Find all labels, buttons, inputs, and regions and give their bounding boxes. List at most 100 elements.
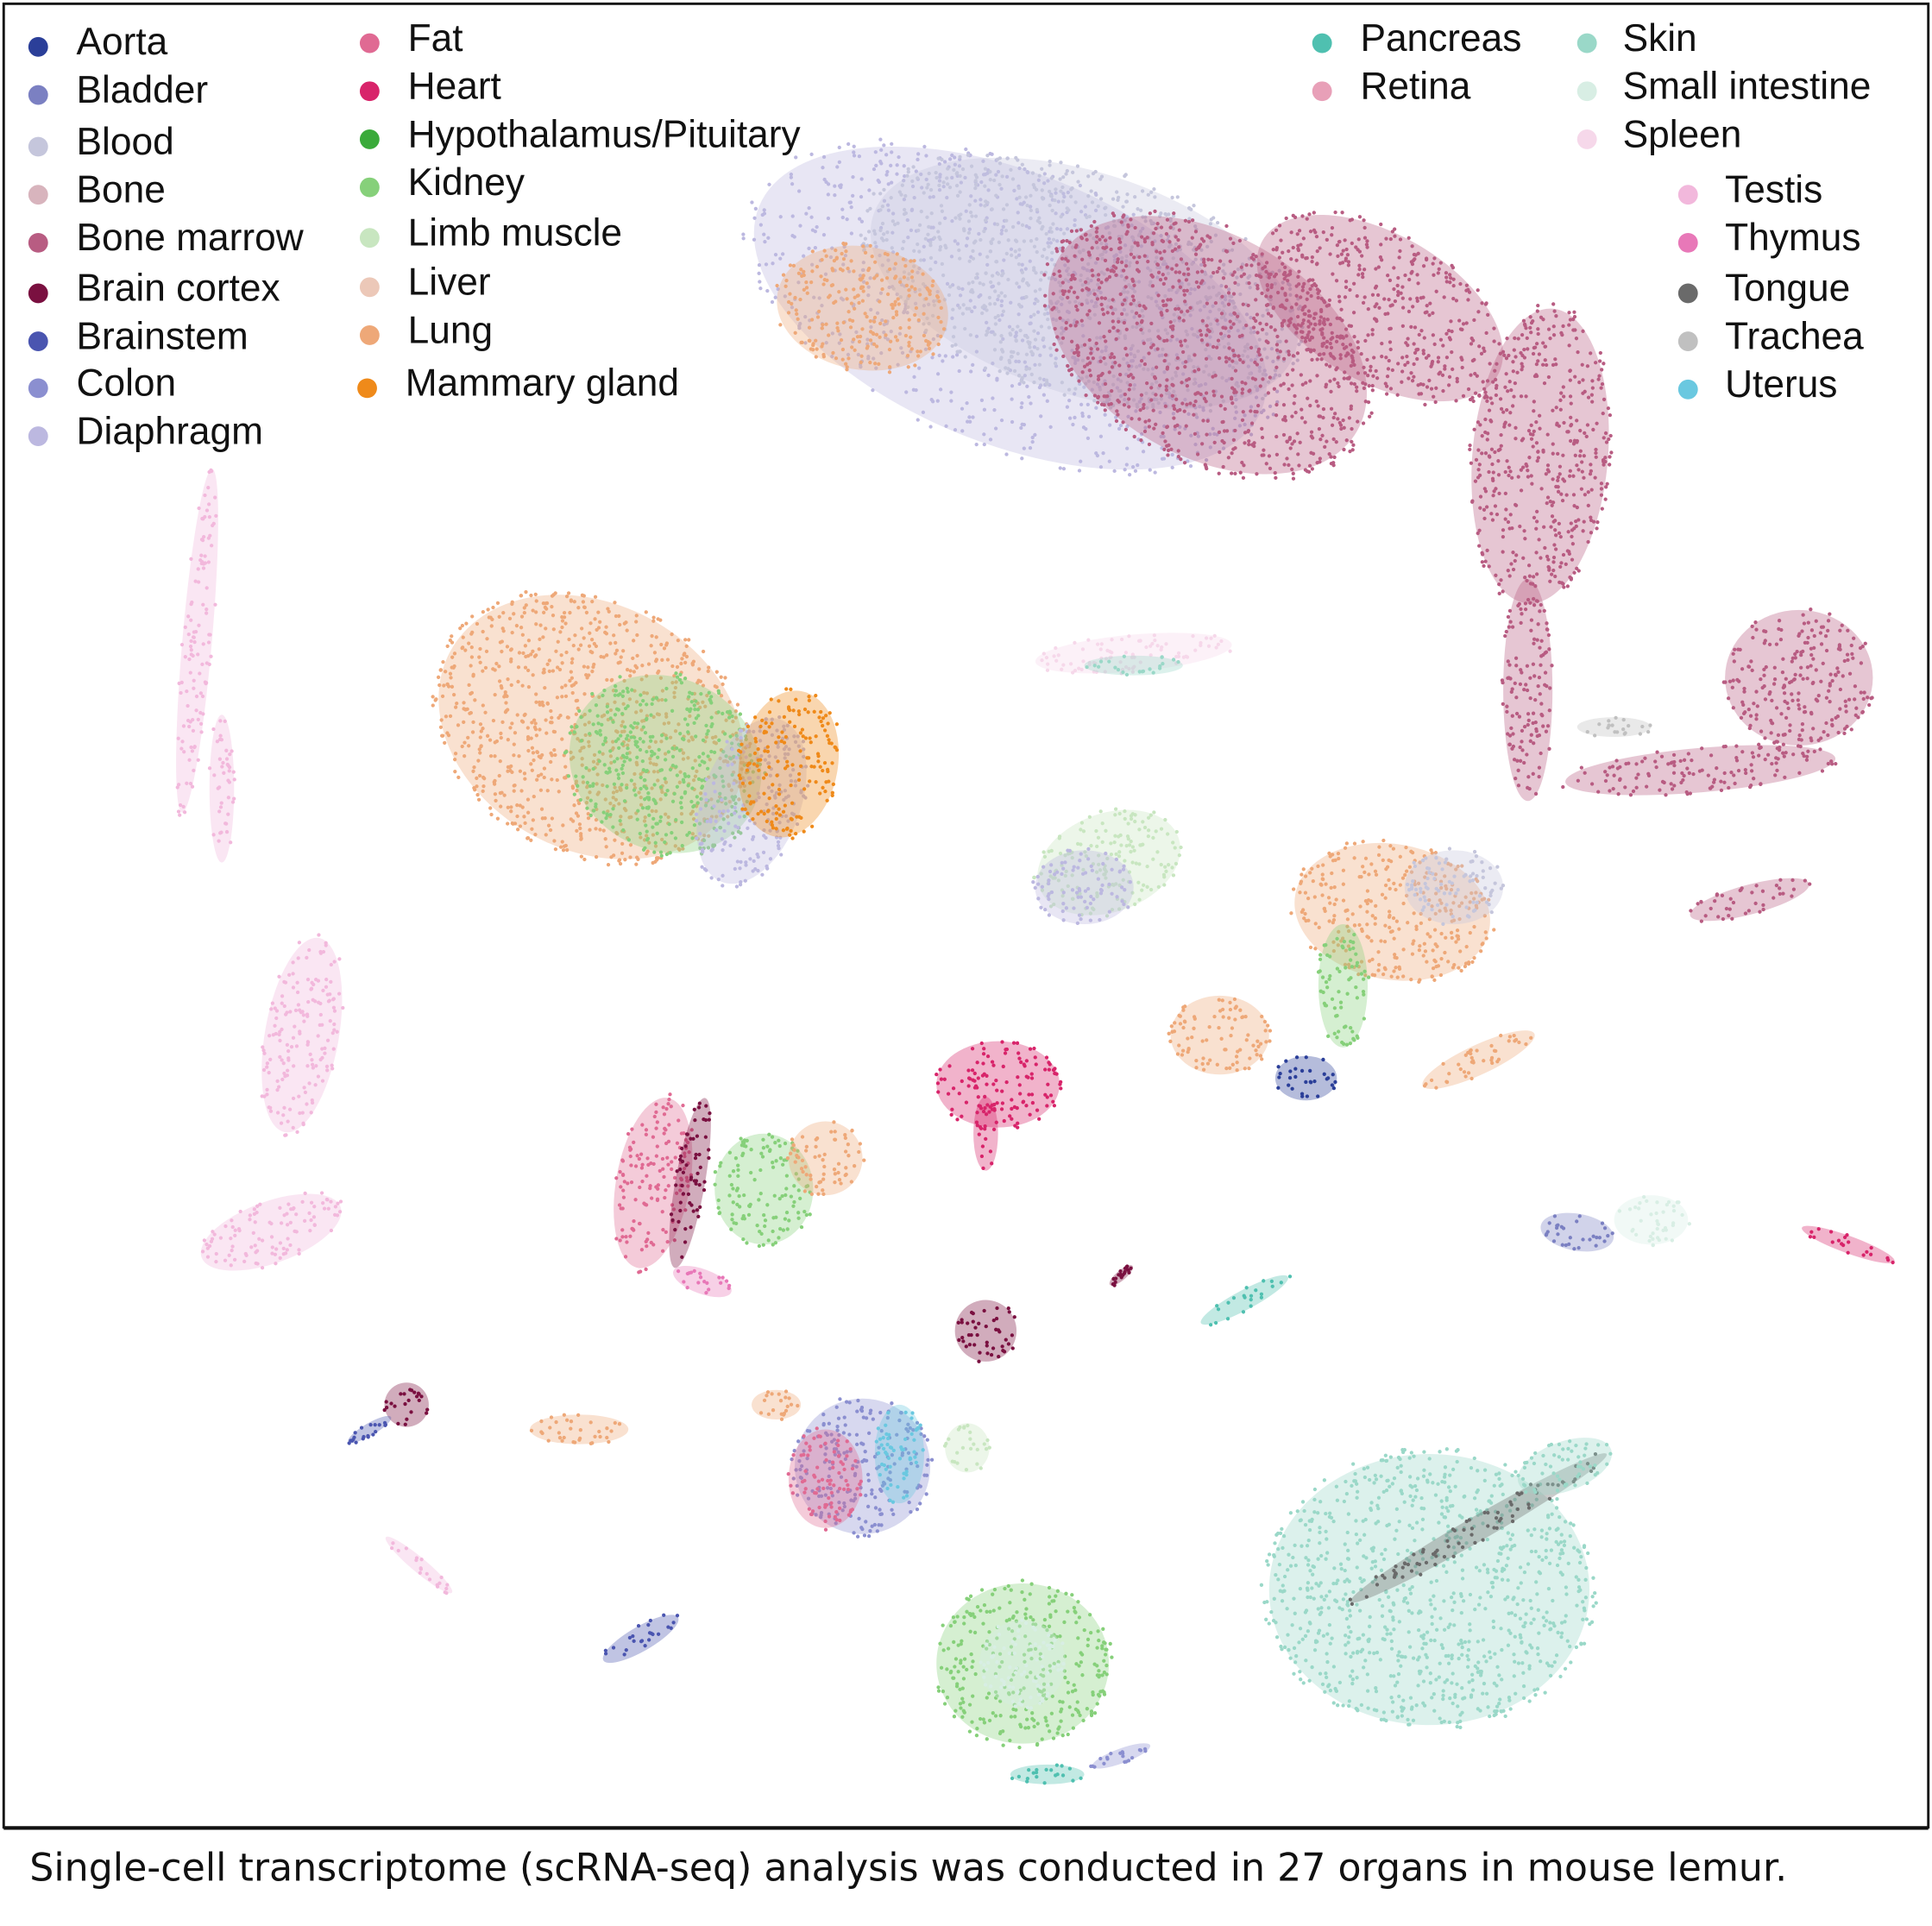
cell-dot [1547, 647, 1551, 651]
cell-dot [937, 179, 942, 183]
cell-dot [999, 304, 1004, 308]
cell-dot [872, 167, 877, 172]
cell-dot [929, 397, 934, 402]
cell-dot [1607, 719, 1611, 723]
cell-dot [1082, 385, 1086, 389]
cell-dot [859, 219, 865, 223]
cell-dot [1801, 613, 1805, 617]
cell-dot [1515, 758, 1520, 763]
cell-dot [1104, 226, 1109, 230]
cell-dot [1821, 661, 1825, 666]
cell-dot [809, 152, 814, 156]
cell-dot [1545, 627, 1550, 632]
cell-dot [974, 349, 979, 354]
cell-dot [1514, 696, 1519, 700]
cell-dot [1035, 331, 1041, 336]
umap-clusters [175, 137, 1895, 1785]
cell-dot [1788, 723, 1792, 727]
cell-dot [1507, 663, 1512, 667]
cell-dot [1137, 363, 1142, 368]
cell-dot [949, 255, 954, 259]
cell-dot [1061, 467, 1067, 471]
cell-dot [1513, 681, 1517, 686]
cell-dot [1531, 582, 1535, 586]
cell-dot [1516, 603, 1520, 608]
cell-dot [1802, 621, 1807, 626]
cell-dot [1522, 760, 1526, 765]
cell-dot [1534, 727, 1539, 732]
cell-dot [1781, 657, 1785, 661]
cell-dot [973, 198, 978, 203]
cell-dot [1861, 696, 1866, 702]
cell-dot [1727, 679, 1733, 683]
cell-dot [963, 175, 967, 180]
cell-dot [1065, 309, 1070, 314]
cell-dot [1104, 345, 1108, 349]
cell-dot [1539, 702, 1544, 706]
cell-dot [1646, 729, 1651, 734]
cell-dot [1032, 345, 1036, 349]
cell-dot [1531, 721, 1535, 726]
cell-dot [1132, 383, 1137, 387]
cell-dot [1244, 312, 1249, 317]
cell-dot [942, 160, 947, 164]
cell-dot [1517, 714, 1522, 719]
cell-dot [1774, 706, 1779, 710]
cell-dot [1800, 721, 1805, 727]
cell-dot [1531, 711, 1536, 715]
cell-dot [939, 387, 943, 392]
cell-dot [1073, 415, 1077, 420]
cell-dot [1162, 370, 1167, 374]
cell-dot [823, 272, 828, 276]
cell-dot [789, 175, 793, 179]
cell-dot [1801, 649, 1805, 654]
cell-dot [1547, 746, 1551, 751]
cell-dot [1819, 625, 1824, 629]
cell-dot [977, 231, 981, 236]
cell-dot [1186, 412, 1191, 416]
cell-dot [1085, 268, 1090, 273]
cell-dot [1526, 718, 1531, 722]
cell-dot [1079, 402, 1084, 406]
cell-dot [1539, 654, 1544, 658]
cell-dot [1130, 223, 1134, 228]
cell-dot [1856, 715, 1860, 720]
cell-dot [1550, 664, 1554, 668]
cell-dot [821, 232, 827, 237]
cell-dot [1790, 698, 1795, 702]
cell-dot [1032, 301, 1037, 305]
cell-dot [912, 374, 916, 379]
cell-dot [1208, 432, 1212, 437]
cell-dot [1762, 629, 1766, 633]
cell-dot [1838, 687, 1843, 692]
cell-dot [1024, 223, 1029, 229]
cell-dot [1518, 758, 1523, 763]
cell-dot [1079, 210, 1084, 214]
cell-dot [1768, 689, 1772, 695]
cell-dot [968, 299, 972, 303]
cell-dot [1797, 733, 1802, 738]
cell-dot [965, 419, 970, 424]
cell-dot [1505, 709, 1509, 714]
cell-dot [803, 341, 808, 345]
cell-dot [833, 184, 837, 188]
cell-dot [1536, 622, 1540, 626]
cell-dot [815, 224, 819, 230]
cell-dot [1504, 629, 1508, 634]
cell-dot [1828, 683, 1832, 688]
cell-dot [1803, 640, 1808, 645]
cell-dot [1042, 172, 1047, 176]
cell-dot [937, 161, 941, 167]
cell-dot [910, 184, 916, 189]
cell-dot [1042, 393, 1047, 397]
cell-dot [1763, 697, 1768, 702]
cell-dot [1070, 349, 1074, 353]
cell-dot [1753, 620, 1758, 625]
cell-dot [1746, 707, 1751, 712]
cell-dot [880, 318, 884, 323]
cell-dot [1093, 191, 1098, 196]
cell-dot [1023, 267, 1028, 271]
cell-dot [1835, 714, 1841, 719]
cell-dot [1853, 697, 1857, 702]
